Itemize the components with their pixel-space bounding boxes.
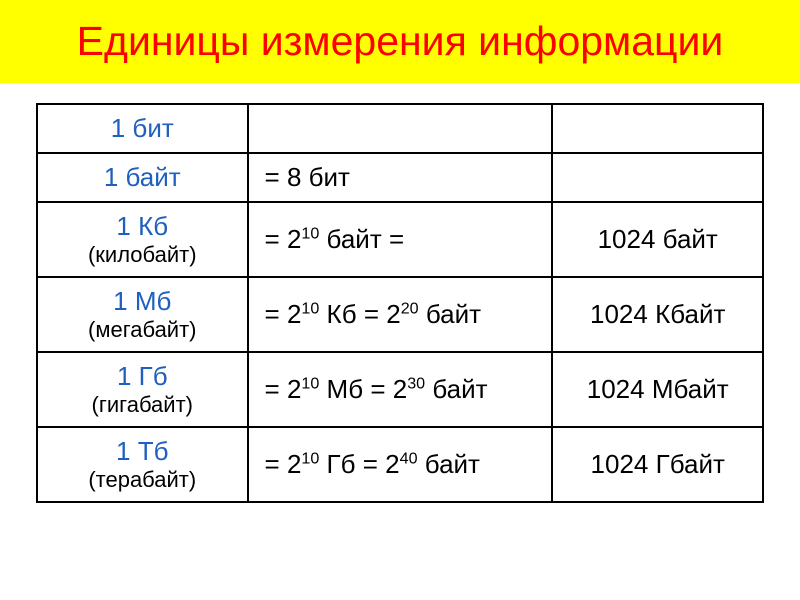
unit-name: 1 Кб: [116, 211, 168, 241]
unit-name: 1 бит: [111, 113, 174, 143]
page-title: Единицы измерения информации: [77, 18, 724, 64]
equiv-cell: 1024 Гбайт: [552, 427, 763, 502]
title-bar: Единицы измерения информации: [0, 0, 800, 83]
unit-sublabel: (гигабайт): [50, 392, 235, 418]
unit-cell: 1 бит: [37, 104, 248, 153]
unit-cell: 1 Мб(мегабайт): [37, 277, 248, 352]
table-row: 1 Гб(гигабайт)= 210 Мб = 230 байт1024 Мб…: [37, 352, 763, 427]
units-table-wrap: 1 бит1 байт= 8 бит1 Кб(килобайт)= 210 ба…: [0, 83, 800, 503]
unit-sublabel: (мегабайт): [50, 317, 235, 343]
table-row: 1 Мб(мегабайт)= 210 Кб = 220 байт1024 Кб…: [37, 277, 763, 352]
unit-sublabel: (терабайт): [50, 467, 235, 493]
unit-sublabel: (килобайт): [50, 242, 235, 268]
formula-cell: = 210 байт =: [248, 202, 553, 277]
unit-name: 1 Гб: [117, 361, 168, 391]
equiv-cell: 1024 байт: [552, 202, 763, 277]
formula-cell: = 8 бит: [248, 153, 553, 202]
unit-cell: 1 Кб(килобайт): [37, 202, 248, 277]
unit-cell: 1 Тб(терабайт): [37, 427, 248, 502]
formula-cell: [248, 104, 553, 153]
formula-cell: = 210 Гб = 240 байт: [248, 427, 553, 502]
table-row: 1 бит: [37, 104, 763, 153]
unit-cell: 1 байт: [37, 153, 248, 202]
unit-name: 1 байт: [104, 162, 181, 192]
units-table: 1 бит1 байт= 8 бит1 Кб(килобайт)= 210 ба…: [36, 103, 764, 503]
equiv-cell: 1024 Мбайт: [552, 352, 763, 427]
equiv-cell: [552, 153, 763, 202]
table-row: 1 байт = 8 бит: [37, 153, 763, 202]
formula-cell: = 210 Мб = 230 байт: [248, 352, 553, 427]
unit-name: 1 Мб: [113, 286, 171, 316]
formula-cell: = 210 Кб = 220 байт: [248, 277, 553, 352]
unit-name: 1 Тб: [116, 436, 168, 466]
table-row: 1 Тб(терабайт)= 210 Гб = 240 байт1024 Гб…: [37, 427, 763, 502]
equiv-cell: [552, 104, 763, 153]
table-row: 1 Кб(килобайт)= 210 байт =1024 байт: [37, 202, 763, 277]
unit-cell: 1 Гб(гигабайт): [37, 352, 248, 427]
equiv-cell: 1024 Кбайт: [552, 277, 763, 352]
